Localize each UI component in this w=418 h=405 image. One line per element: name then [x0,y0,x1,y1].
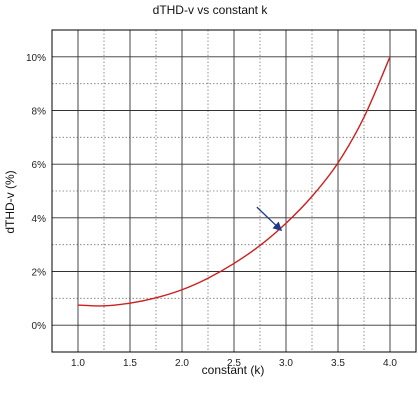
y-axis-ticks: 0% 2% 4% 6% 8% 10% [26,53,46,332]
x-tick-label: 4.0 [383,358,397,369]
y-axis-label: dTHD-v (%) [3,170,17,233]
chart-title: dTHD-v vs constant k [153,3,269,17]
annotation-arrow [256,206,283,232]
x-tick-label: 3.0 [279,358,293,369]
y-tick-label: 2% [32,268,47,279]
x-axis-ticks: 1.0 1.5 2.0 2.5 3.0 3.5 4.0 [71,358,397,369]
x-axis-label: constant (k) [202,363,265,377]
y-tick-label: 8% [32,107,47,118]
y-tick-label: 6% [32,160,47,171]
x-tick-label: 1.5 [123,358,137,369]
x-tick-label: 3.5 [331,358,345,369]
x-tick-label: 1.0 [71,358,85,369]
y-tick-label: 4% [32,214,47,225]
plot-frame [51,29,417,353]
y-tick-label: 0% [32,321,47,332]
x-tick-label: 2.5 [227,358,241,369]
grid-lines [52,29,416,353]
y-tick-label: 10% [26,53,46,64]
series-group [77,56,391,307]
series-line [77,56,391,307]
x-tick-label: 2.0 [175,358,189,369]
annotations [256,206,283,232]
